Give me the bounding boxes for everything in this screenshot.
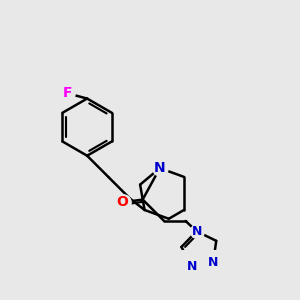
Text: N: N	[191, 225, 202, 238]
Text: O: O	[117, 195, 129, 209]
Text: N: N	[154, 161, 166, 175]
Text: N: N	[187, 260, 197, 273]
Text: N: N	[208, 256, 218, 269]
Text: F: F	[62, 86, 72, 100]
